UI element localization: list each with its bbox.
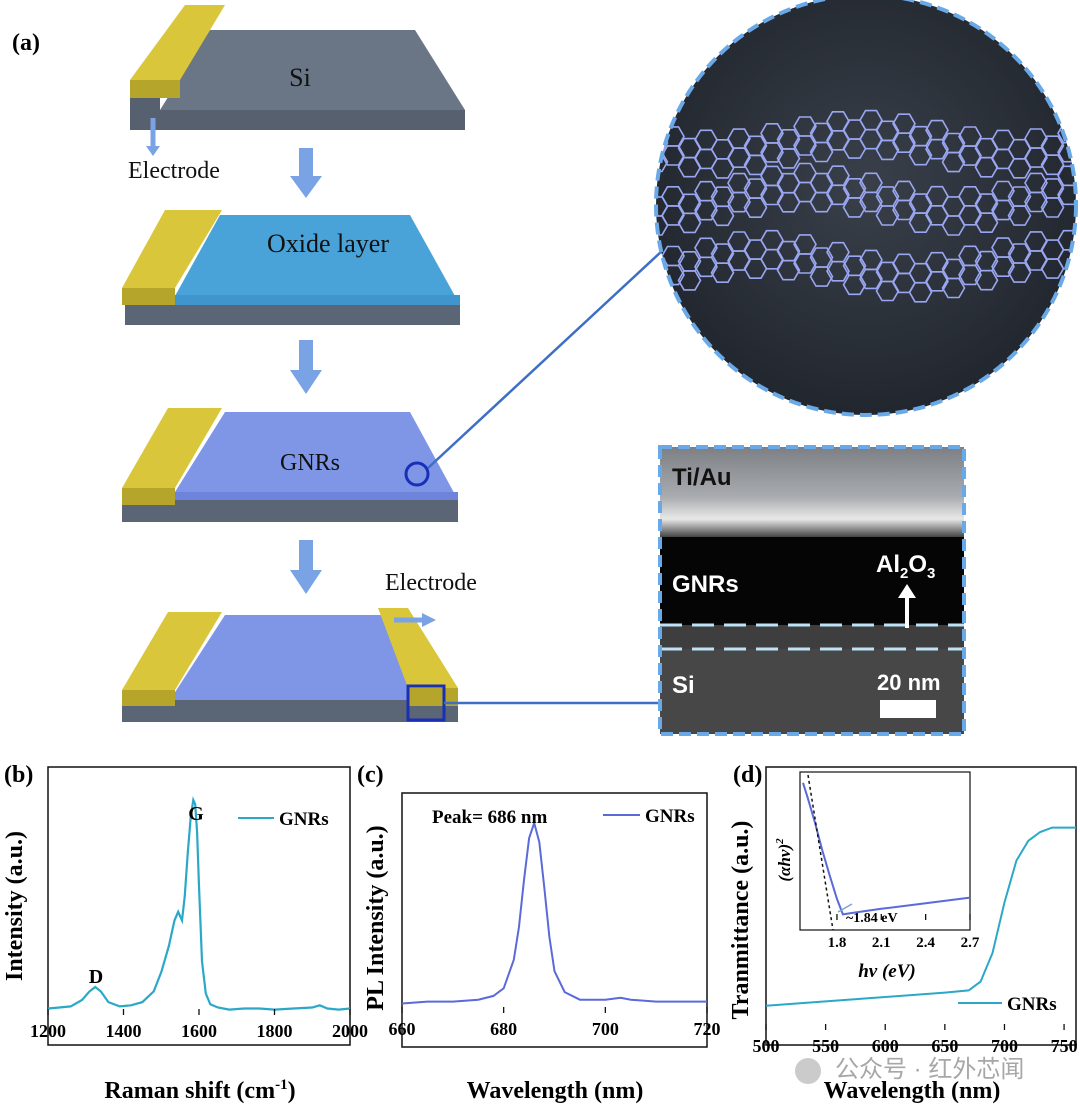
- electrode-label-top: Electrode: [128, 158, 220, 184]
- x-tick-label-750: 750: [1051, 1036, 1078, 1056]
- sem-label-al2o3: Al2O3: [876, 551, 935, 582]
- x-axis-label-c: Wavelength (nm): [467, 1078, 644, 1104]
- stage-si: Si Electrode: [128, 5, 465, 184]
- sem-scale-bar: [880, 700, 936, 718]
- legend-label-d: GNRs: [1007, 994, 1057, 1015]
- x-axis-label-d: Wavelength (nm): [824, 1078, 1001, 1104]
- sem-label-si: Si: [672, 672, 695, 699]
- y-axis-label-d: Tranmittance (a.u.): [728, 821, 754, 1020]
- peak-annotation-c: Peak= 686 nm: [432, 807, 547, 828]
- gnr-zoom-circle: [654, 0, 1078, 417]
- x-tick-label-2.7: 2.7: [961, 935, 980, 951]
- chart-c: 660 680 700 720 Peak= 686 nm GNRs Wavelengt…: [363, 792, 721, 1104]
- legend-label-c: GNRs: [645, 806, 695, 827]
- x-tick-label-1600: 1600: [181, 1021, 217, 1041]
- stage-label-gnrs: GNRs: [280, 450, 340, 476]
- x-tick-label-600: 600: [872, 1036, 899, 1056]
- zoom-line-upper: [427, 224, 691, 469]
- series-line-gnrs-pl: [401, 819, 707, 1005]
- panel-c-label: (c): [357, 762, 384, 788]
- inset-x-label: hν (eV): [858, 961, 916, 982]
- inset-series-line: [802, 782, 971, 916]
- x-tick-label-1.8: 1.8: [828, 935, 847, 951]
- x-tick-label-650: 650: [931, 1036, 958, 1056]
- sem-cross-section: Ti/Au GNRs Al2O3 Si 20 nm: [658, 445, 966, 736]
- zoom-circle-marker: [404, 461, 430, 487]
- series-line-gnrs-raman: [47, 796, 351, 1011]
- legend-label-b: GNRs: [279, 809, 329, 830]
- process-arrow-2: [290, 340, 322, 394]
- watermark-text: 公众号 · 红外芯闻: [835, 1056, 1024, 1083]
- chart-b: 1200 1400 1600 1800 2000 G D GNRs Raman shif…: [2, 766, 368, 1104]
- x-tick-label-1400: 1400: [106, 1021, 142, 1041]
- x-tick-label-500: 500: [753, 1036, 780, 1056]
- stage-label-si: Si: [289, 63, 311, 92]
- sem-scale-label: 20 nm: [877, 670, 941, 695]
- gnr-ribbon-2: [656, 162, 1076, 236]
- sem-label-tiau: Ti/Au: [672, 464, 732, 491]
- x-tick-label-2000: 2000: [332, 1021, 368, 1041]
- x-axis-label-b: Raman shift (cm-1): [104, 1077, 295, 1104]
- x-tick-label-2.4: 2.4: [916, 935, 935, 951]
- stage-device: Electrode: [122, 570, 477, 722]
- stage-label-oxide: Oxide layer: [267, 229, 389, 258]
- panel-b-label: (b): [4, 762, 33, 788]
- inset-chart: 1.8 2.1 2.4 2.7 ~1.84 eV hν (eV) (αhν)2: [774, 771, 980, 982]
- y-axis-label-c: PL Intensity (a.u.): [363, 825, 389, 1010]
- wechat-icon: [795, 1058, 821, 1084]
- peak-label-g: G: [188, 803, 204, 825]
- series-line-gnrs-transmittance: [765, 826, 1076, 1007]
- inset-annotation: ~1.84 eV: [846, 911, 898, 926]
- x-tick-label-1800: 1800: [257, 1021, 293, 1041]
- sem-label-gnrs: GNRs: [672, 571, 739, 598]
- inset-tangent-line: [807, 774, 834, 931]
- x-tick-label-680: 680: [490, 1019, 517, 1039]
- electrode-label-right: Electrode: [385, 570, 477, 596]
- x-tick-label-660: 660: [389, 1019, 416, 1039]
- chart-d: 500 550 600 650 700 750 GNRs Wavelength (nm) …: [728, 766, 1078, 1104]
- panel-d-label: (d): [733, 762, 762, 788]
- x-tick-label-700: 700: [991, 1036, 1018, 1056]
- y-axis-label-b: Intensity (a.u.): [2, 831, 28, 981]
- x-tick-label-700: 700: [592, 1019, 619, 1039]
- stage-oxide: Oxide layer: [122, 210, 460, 325]
- stage-gnrs: GNRs: [122, 408, 458, 522]
- x-tick-label-550: 550: [812, 1036, 839, 1056]
- x-tick-label-1200: 1200: [30, 1021, 66, 1041]
- process-arrow-1: [290, 148, 322, 198]
- x-tick-label-720: 720: [694, 1019, 721, 1039]
- process-arrow-3: [290, 540, 322, 594]
- inset-y-label: (αhν)2: [774, 838, 794, 882]
- panel-a-label: (a): [12, 30, 40, 56]
- peak-label-d: D: [89, 966, 103, 988]
- x-tick-label-2.1: 2.1: [872, 935, 891, 951]
